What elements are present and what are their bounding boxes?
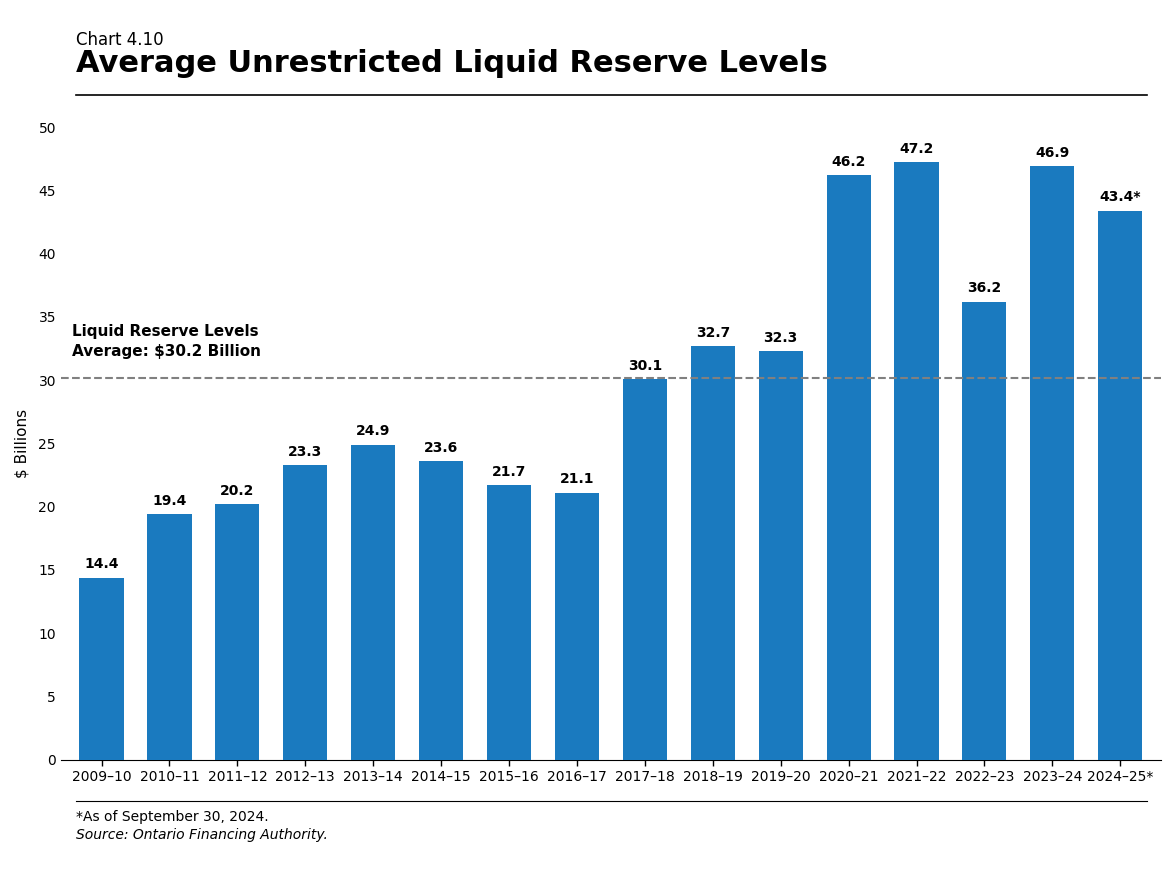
- Bar: [215, 504, 260, 760]
- Bar: [1030, 166, 1075, 760]
- Bar: [623, 379, 667, 760]
- Text: 14.4: 14.4: [85, 558, 119, 571]
- Text: Source: Ontario Financing Authority.: Source: Ontario Financing Authority.: [76, 828, 328, 842]
- Text: 24.9: 24.9: [356, 424, 390, 439]
- Text: *As of September 30, 2024.: *As of September 30, 2024.: [76, 810, 269, 824]
- Text: 36.2: 36.2: [968, 281, 1002, 296]
- Text: 46.9: 46.9: [1035, 146, 1069, 160]
- Text: 46.2: 46.2: [831, 155, 866, 169]
- Bar: [690, 346, 735, 760]
- Bar: [80, 577, 123, 760]
- Bar: [283, 465, 327, 760]
- Text: Average Unrestricted Liquid Reserve Levels: Average Unrestricted Liquid Reserve Leve…: [76, 49, 828, 78]
- Bar: [962, 302, 1007, 760]
- Y-axis label: $ Billions: $ Billions: [15, 408, 31, 478]
- Text: 32.3: 32.3: [763, 330, 797, 345]
- Text: 23.3: 23.3: [288, 445, 322, 458]
- Text: Liquid Reserve Levels
Average: $30.2 Billion: Liquid Reserve Levels Average: $30.2 Bil…: [72, 324, 261, 359]
- Text: 47.2: 47.2: [900, 142, 934, 156]
- Text: 21.1: 21.1: [560, 472, 594, 487]
- Text: 43.4*: 43.4*: [1100, 190, 1141, 204]
- Bar: [1098, 210, 1142, 760]
- Text: Chart 4.10: Chart 4.10: [76, 31, 165, 49]
- Text: 21.7: 21.7: [492, 464, 526, 479]
- Text: 19.4: 19.4: [152, 494, 187, 508]
- Bar: [419, 461, 463, 760]
- Bar: [147, 514, 192, 760]
- Text: 30.1: 30.1: [628, 359, 662, 373]
- Bar: [555, 493, 599, 760]
- Bar: [759, 351, 803, 760]
- Bar: [827, 175, 870, 760]
- Text: 32.7: 32.7: [696, 326, 730, 339]
- Bar: [895, 163, 938, 760]
- Bar: [352, 445, 395, 760]
- Text: 20.2: 20.2: [220, 484, 254, 498]
- Bar: [487, 485, 532, 760]
- Text: 23.6: 23.6: [425, 440, 459, 455]
